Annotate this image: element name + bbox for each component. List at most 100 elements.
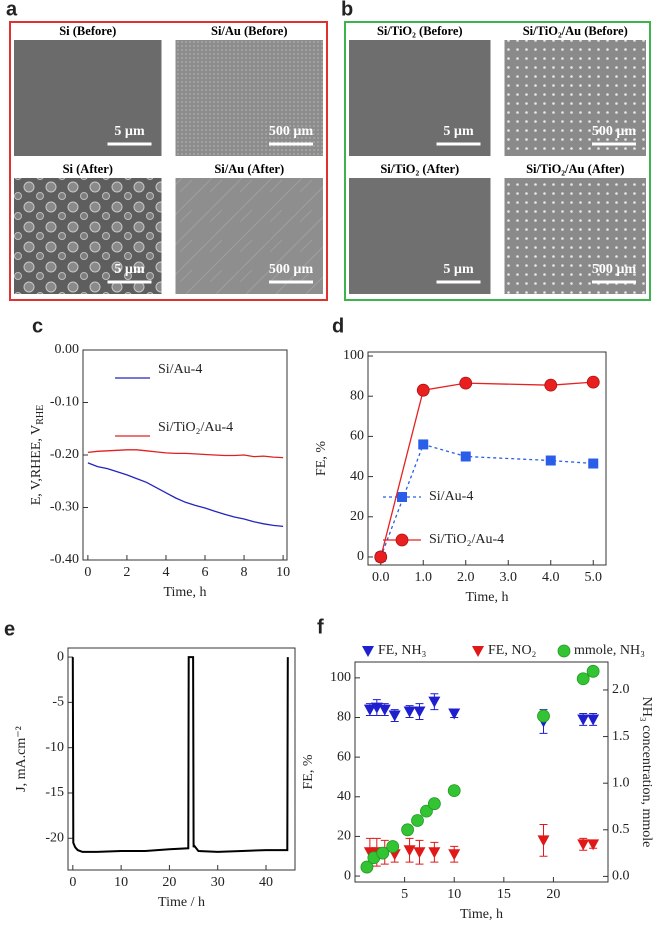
y-axis-label: FE, %: [301, 754, 316, 789]
data-point: [420, 804, 433, 818]
x-tick-label: 3.0: [500, 570, 518, 585]
data-point: [587, 839, 600, 851]
scale-label: 5 µm: [443, 124, 474, 139]
legend-marker: [472, 646, 484, 657]
data-point: [586, 664, 600, 678]
y2-tick-label: 1.5: [612, 729, 630, 744]
legend-label: FE, NH₃: [378, 643, 427, 658]
x-tick-label: 20: [546, 887, 560, 902]
plot-frame: [67, 647, 296, 871]
x-tick-label: 0: [84, 565, 91, 580]
panel-letter: c: [32, 315, 43, 337]
image-label: Si/TiO₂ (Before): [377, 24, 463, 38]
y-tick-label: -0.20: [50, 447, 79, 462]
data-point: [401, 823, 414, 837]
y-tick-label: 60: [350, 429, 364, 444]
x-axis-label: Time, h: [460, 907, 503, 922]
y-axis-label: E, V,RHEE, VRHE: [29, 405, 46, 506]
y-axis-label: FE, %: [314, 441, 329, 476]
data-point: [403, 845, 416, 857]
series-line: [380, 381, 594, 558]
data-point: [448, 708, 461, 720]
y2-axis-label: NH₃ concentration, mmole: [639, 697, 654, 848]
x-tick-label: 4: [162, 565, 169, 580]
sem-image: [349, 178, 491, 294]
data-point: [413, 847, 426, 859]
x-tick-label: 0: [69, 875, 76, 890]
data-point: [587, 714, 600, 726]
legend-label: Si/Au-4: [158, 362, 202, 377]
y2-tick-label: 0.0: [612, 869, 630, 884]
data-point: [577, 839, 590, 851]
x-tick-label: 10: [447, 887, 461, 902]
legend-marker: [395, 533, 409, 547]
x-tick-label: 2.0: [457, 570, 475, 585]
data-point: [537, 709, 550, 723]
x-tick-label: 6: [202, 565, 209, 580]
data-point: [403, 706, 416, 718]
x-tick-label: 10: [276, 565, 290, 580]
data-point: [378, 704, 391, 716]
plot-frame: [367, 351, 607, 566]
legend-label: mmole, NH₃: [574, 643, 645, 658]
y-tick-label: -5: [52, 695, 64, 710]
panel-letter: b: [341, 0, 353, 20]
x-axis-label: Time / h: [158, 895, 205, 910]
data-point: [374, 550, 388, 564]
x-tick-label: 8: [241, 565, 248, 580]
y2-tick-label: 0.5: [612, 822, 630, 837]
x-tick-label: 5: [401, 887, 408, 902]
y-tick-label: 20: [337, 829, 351, 844]
y-axis-label: J, mA.cm⁻²: [14, 726, 29, 792]
y-tick-label: 0: [344, 868, 351, 883]
legend-label: Si/TiO₂/Au-4: [429, 532, 504, 547]
x-tick-label: 0.0: [372, 570, 390, 585]
y-tick-label: 40: [350, 469, 364, 484]
x-tick-label: 1.0: [415, 570, 433, 585]
y2-tick-label: 1.0: [612, 775, 630, 790]
sem-image: [14, 40, 162, 156]
sem-image: [175, 178, 323, 294]
plot-frame: [82, 349, 288, 561]
data-point: [386, 840, 400, 853]
x-tick-label: 10: [114, 875, 128, 890]
data-point: [360, 860, 374, 874]
series-line: [87, 462, 284, 528]
data-point: [388, 710, 401, 722]
plot-frame: [354, 661, 609, 883]
x-tick-label: 40: [259, 875, 273, 890]
legend-marker: [362, 646, 374, 657]
y-tick-label: -0.30: [50, 500, 79, 515]
panel-frame: [9, 21, 328, 301]
data-point: [448, 849, 461, 861]
label-part: E, V: [29, 425, 44, 450]
data-point: [363, 704, 376, 716]
y-tick-label: -0.40: [50, 552, 79, 567]
sem-image: [504, 178, 646, 294]
data-point: [413, 706, 426, 718]
sem-image: [349, 40, 491, 156]
data-point: [428, 847, 441, 859]
data-point: [418, 439, 429, 450]
panel-frame: [344, 21, 651, 301]
data-point: [411, 814, 424, 827]
data-point: [537, 835, 550, 847]
y-tick-label: -10: [45, 740, 64, 755]
series-line: [71, 656, 289, 853]
y-tick-label: 60: [337, 749, 351, 764]
legend-label: Si/TiO₂/Au-4: [158, 420, 233, 435]
legend-marker: [557, 644, 571, 658]
scale-label: 5 µm: [114, 262, 145, 277]
data-point: [459, 376, 473, 390]
x-tick-label: 4.0: [542, 570, 560, 585]
image-label: Si/TiO₂/Au (After): [526, 162, 624, 176]
sem-image: [504, 40, 646, 156]
image-label: Si (Before): [59, 24, 116, 38]
x-tick-label: 2: [123, 565, 130, 580]
scale-label: 500 µm: [269, 262, 314, 277]
data-point: [447, 784, 461, 798]
legend-marker: [397, 492, 407, 502]
y-tick-label: 80: [350, 388, 364, 403]
data-point: [376, 846, 390, 860]
